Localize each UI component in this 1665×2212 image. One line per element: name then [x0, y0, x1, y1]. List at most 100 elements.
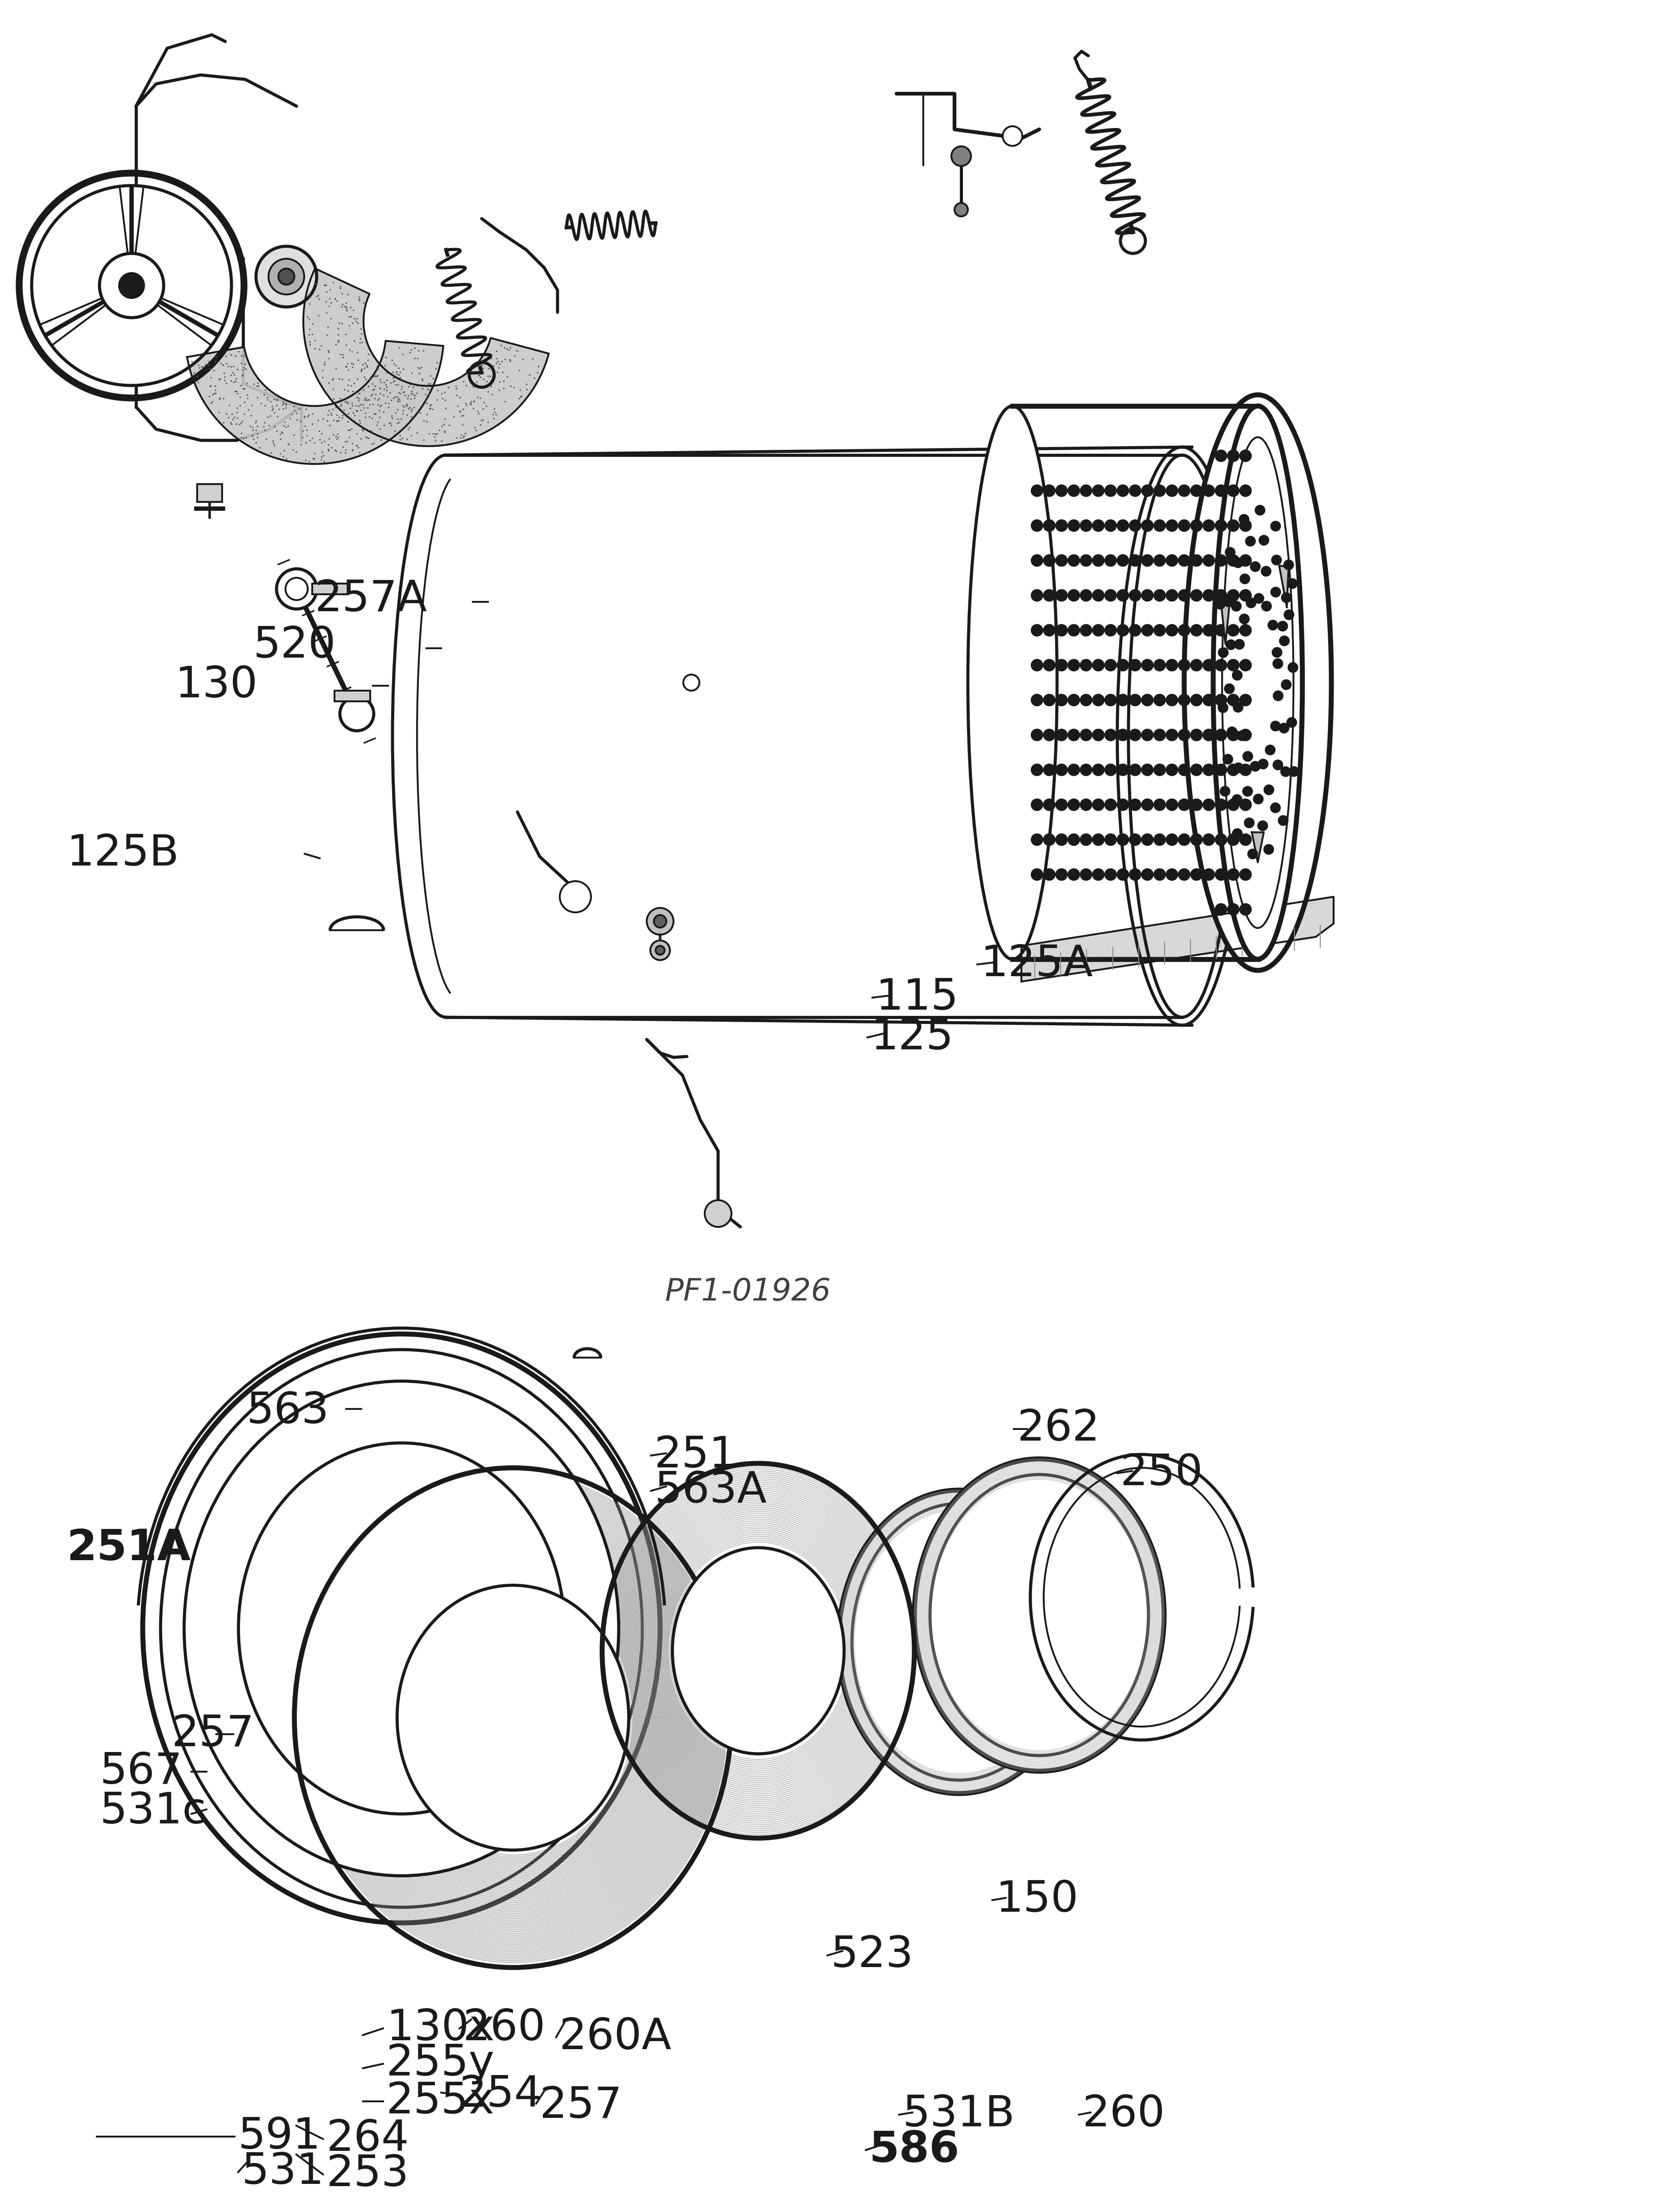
Circle shape [1239, 588, 1252, 602]
Circle shape [1215, 520, 1227, 531]
Circle shape [1129, 763, 1142, 776]
Circle shape [1104, 555, 1117, 566]
Circle shape [1031, 763, 1044, 776]
Circle shape [1257, 759, 1269, 770]
Circle shape [1067, 520, 1081, 531]
Circle shape [1244, 818, 1255, 827]
Text: 257: 257 [171, 1714, 255, 1754]
Circle shape [1056, 763, 1067, 776]
Ellipse shape [201, 1387, 603, 1869]
Circle shape [1056, 520, 1067, 531]
Circle shape [1215, 449, 1227, 462]
Circle shape [1031, 588, 1044, 602]
Circle shape [120, 272, 145, 299]
Text: 250: 250 [1121, 1453, 1204, 1493]
Circle shape [1239, 613, 1250, 624]
Circle shape [32, 186, 231, 385]
Circle shape [1141, 695, 1154, 706]
Circle shape [1092, 763, 1104, 776]
Circle shape [1117, 834, 1129, 845]
Circle shape [1081, 588, 1092, 602]
Circle shape [1287, 717, 1297, 728]
Circle shape [1279, 635, 1290, 646]
Circle shape [1215, 599, 1225, 611]
Circle shape [1227, 726, 1237, 737]
Circle shape [1215, 763, 1227, 776]
Circle shape [1129, 624, 1142, 637]
Circle shape [651, 940, 669, 960]
Circle shape [1272, 690, 1284, 701]
Circle shape [1031, 624, 1044, 637]
Circle shape [559, 880, 591, 911]
Circle shape [1154, 484, 1165, 498]
Circle shape [1154, 834, 1165, 845]
Circle shape [1104, 834, 1117, 845]
Circle shape [1166, 624, 1179, 637]
Circle shape [1031, 659, 1044, 672]
Circle shape [1154, 869, 1165, 880]
Circle shape [1239, 728, 1252, 741]
Circle shape [1239, 573, 1250, 584]
Circle shape [1081, 763, 1092, 776]
Circle shape [1202, 520, 1215, 531]
Polygon shape [303, 268, 549, 447]
Circle shape [1224, 684, 1235, 695]
Circle shape [1190, 555, 1202, 566]
Circle shape [1104, 520, 1117, 531]
Circle shape [1154, 799, 1165, 812]
Circle shape [1232, 557, 1244, 568]
Circle shape [1002, 126, 1022, 146]
Circle shape [1239, 695, 1252, 706]
Text: 125B: 125B [67, 834, 180, 874]
Circle shape [1190, 659, 1202, 672]
Circle shape [1202, 588, 1215, 602]
Circle shape [1177, 695, 1190, 706]
Circle shape [1227, 763, 1239, 776]
Text: 115: 115 [876, 978, 959, 1018]
Circle shape [1190, 728, 1202, 741]
Circle shape [1042, 869, 1056, 880]
Circle shape [1230, 602, 1242, 611]
Circle shape [1092, 588, 1104, 602]
Circle shape [1042, 520, 1056, 531]
Circle shape [1239, 449, 1252, 462]
Circle shape [1265, 745, 1275, 754]
Text: 520: 520 [253, 626, 336, 666]
Ellipse shape [185, 1380, 619, 1876]
Circle shape [1215, 695, 1227, 706]
Circle shape [1254, 593, 1264, 604]
Circle shape [1227, 869, 1239, 880]
Circle shape [954, 204, 967, 217]
Circle shape [1129, 695, 1142, 706]
Text: 260: 260 [1082, 2095, 1166, 2135]
Circle shape [1067, 588, 1081, 602]
Circle shape [1267, 619, 1279, 630]
Circle shape [1141, 834, 1154, 845]
Circle shape [1067, 659, 1081, 672]
Circle shape [1225, 639, 1235, 650]
Circle shape [1260, 566, 1272, 577]
Circle shape [1239, 902, 1252, 916]
Circle shape [1239, 624, 1252, 637]
Circle shape [1215, 555, 1227, 566]
Text: 254: 254 [460, 2075, 543, 2115]
Circle shape [1166, 763, 1179, 776]
Circle shape [704, 1201, 731, 1228]
Circle shape [1117, 520, 1129, 531]
Circle shape [1067, 869, 1081, 880]
Circle shape [1067, 728, 1081, 741]
Circle shape [1081, 728, 1092, 741]
Circle shape [1154, 659, 1165, 672]
Circle shape [1217, 648, 1229, 657]
Circle shape [1177, 659, 1190, 672]
Circle shape [1166, 588, 1179, 602]
Ellipse shape [673, 1548, 844, 1754]
Ellipse shape [1222, 438, 1294, 929]
Circle shape [1239, 555, 1252, 566]
Circle shape [1092, 695, 1104, 706]
Text: 531: 531 [241, 2152, 325, 2192]
Circle shape [1081, 869, 1092, 880]
Circle shape [1166, 728, 1179, 741]
Circle shape [1129, 484, 1142, 498]
Circle shape [1092, 555, 1104, 566]
